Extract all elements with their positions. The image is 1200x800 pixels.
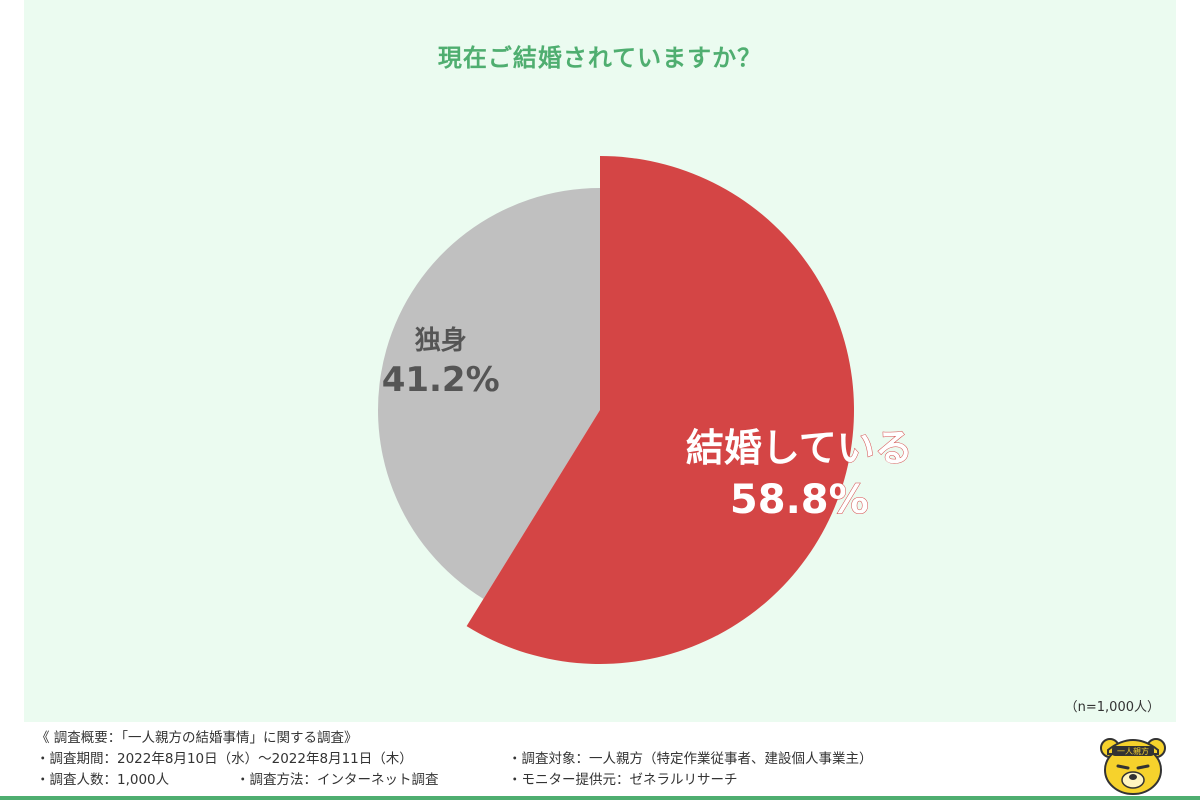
slice-value-1: 41.2% [382, 360, 500, 400]
survey-target: 調査対象：一人親方（特定作業従事者、建設個人事業主） [508, 749, 873, 770]
chart-title: 現在ご結婚されていますか？ [437, 44, 763, 72]
bear-mascot-icon: 一人親方 [1100, 738, 1166, 795]
pie-slice-0 [466, 156, 854, 664]
survey-count: 調査人数：1,000人 [36, 770, 236, 791]
slice-value-0: 58.8% [730, 477, 869, 523]
sample-size: （n=1,000人） [1064, 700, 1160, 715]
survey-period: 調査期間：2022年8月10日（水）〜2022年8月11日（木） [36, 749, 508, 770]
survey-summary: 《 調査概要：「一人親方の結婚事情」に関する調査》 調査期間：2022年8月10… [36, 728, 1116, 791]
survey-method: 調査方法：インターネット調査 [236, 770, 508, 791]
logo-text: 一人親方 [1117, 746, 1149, 756]
pie-slice-1 [377, 188, 600, 599]
bottom-accent-line [0, 796, 1200, 800]
slice-label-0: 結婚している [686, 426, 913, 470]
survey-provider: モニター提供元：ゼネラルリサーチ [508, 770, 738, 791]
survey-heading: 《 調査概要：「一人親方の結婚事情」に関する調査》 [36, 730, 358, 746]
slice-label-1: 独身 [415, 325, 467, 356]
